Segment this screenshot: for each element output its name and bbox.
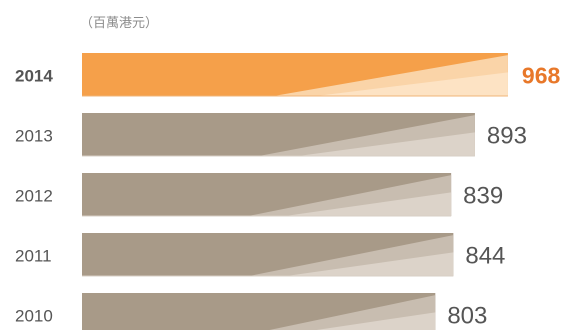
bar-2011-light-band [286,252,454,276]
unit-label: （百萬港元） [80,16,159,31]
value-label-2012: 839 [463,183,503,210]
category-label-2012: 2012 [15,187,53,206]
bar-2013-light-band [298,132,475,156]
bar-2012-light-band [285,192,452,216]
bar-2010-light-band [316,312,436,330]
category-label-2010: 2010 [15,307,53,326]
value-label-2010: 803 [447,303,487,330]
value-label-2014: 968 [522,63,561,89]
category-label-2013: 2013 [15,127,53,146]
category-label-2014: 2014 [15,67,53,86]
bar-2014-light-band [316,72,508,96]
category-label-2011: 2011 [15,247,52,266]
value-label-2013: 893 [487,123,527,150]
value-label-2011: 844 [465,243,505,270]
